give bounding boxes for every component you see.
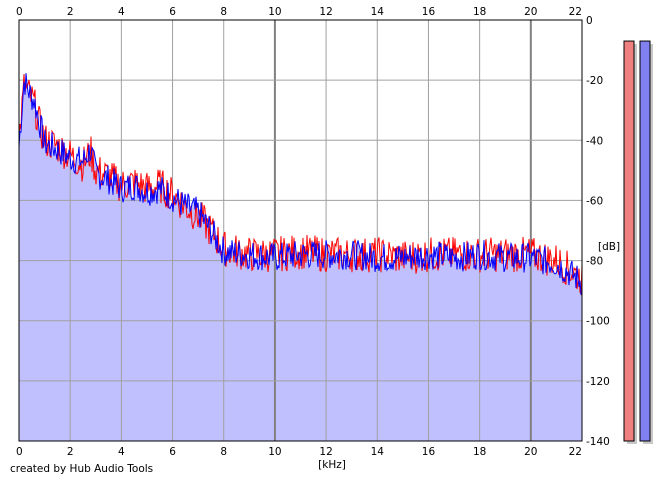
y-tick-label: -140	[586, 436, 610, 448]
x-tick-label-bottom: 22	[569, 446, 582, 458]
x-tick-label-top: 6	[169, 6, 176, 18]
y-tick-label: 0	[586, 15, 593, 27]
x-axis-label: [kHz]	[318, 459, 346, 471]
plot-frame	[18, 19, 583, 442]
credit-text: created by Hub Audio Tools	[10, 463, 154, 475]
y-tick-label: -40	[586, 135, 603, 147]
series-line-blue	[18, 73, 583, 296]
x-tick-label-bottom: 8	[220, 446, 227, 458]
series-line-red	[18, 73, 583, 296]
x-tick-label-top: 22	[569, 6, 582, 18]
x-tick-label-top: 14	[371, 6, 385, 18]
x-tick-label-bottom: 6	[169, 446, 176, 458]
y-tick-label: -120	[586, 376, 610, 388]
x-tick-label-bottom: 20	[524, 446, 537, 458]
x-tick-label-top: 4	[118, 6, 125, 18]
x-tick-label-top: 0	[16, 6, 23, 18]
x-tick-label-bottom: 16	[422, 446, 436, 458]
x-tick-label-bottom: 14	[371, 446, 385, 458]
level-meter-bar	[639, 40, 651, 442]
x-tick-label-top: 10	[268, 6, 281, 18]
x-tick-label-bottom: 0	[16, 446, 23, 458]
x-tick-label-bottom: 12	[319, 446, 332, 458]
y-tick-label: -20	[586, 75, 603, 87]
x-tick-label-bottom: 4	[118, 446, 125, 458]
x-tick-label-bottom: 10	[268, 446, 281, 458]
y-tick-label: -80	[586, 256, 603, 268]
x-tick-label-top: 16	[422, 6, 436, 18]
x-tick-label-top: 2	[67, 6, 74, 18]
x-tick-label-bottom: 18	[473, 446, 486, 458]
x-tick-label-top: 20	[524, 6, 537, 18]
y-tick-label: -60	[586, 195, 603, 207]
spectrum-fill	[19, 73, 582, 441]
y-tick-label: -100	[586, 316, 610, 328]
x-tick-label-top: 8	[220, 6, 227, 18]
x-tick-label-bottom: 2	[67, 446, 74, 458]
x-tick-label-top: 18	[473, 6, 486, 18]
level-meter-bar	[623, 40, 635, 442]
x-tick-label-top: 12	[319, 6, 332, 18]
y-axis-label: [dB]	[598, 241, 620, 253]
